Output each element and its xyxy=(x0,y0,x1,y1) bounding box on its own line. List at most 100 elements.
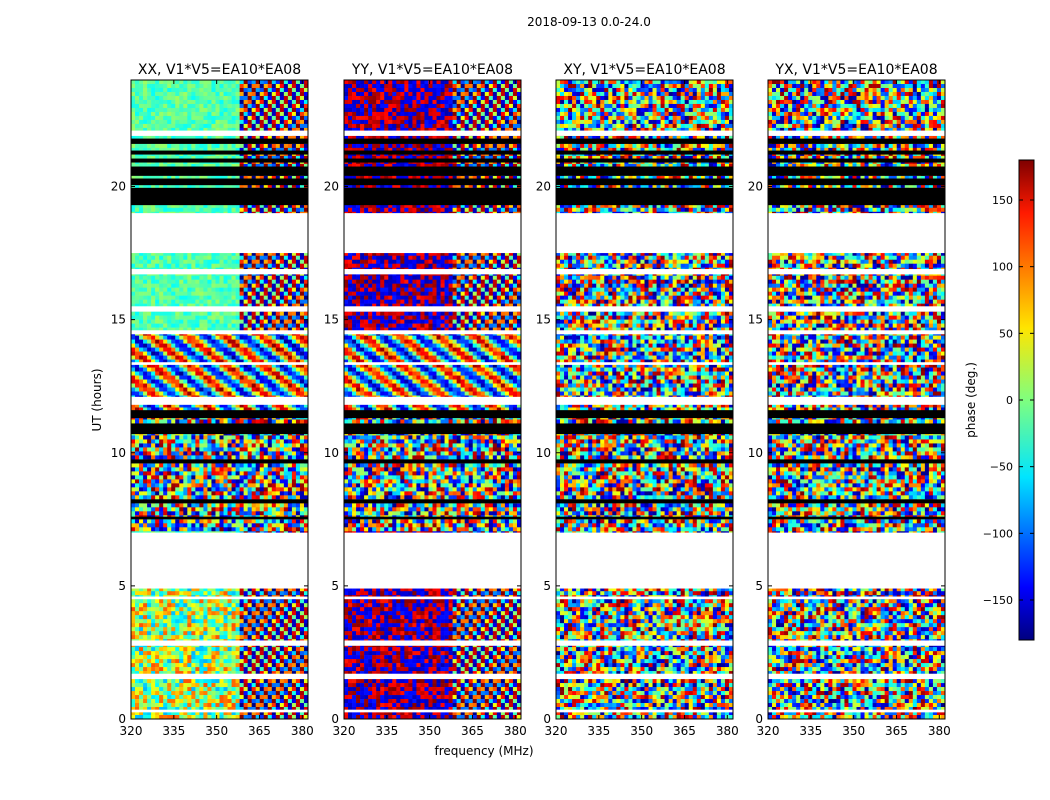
heatmap-cell xyxy=(255,207,261,213)
heatmap-cell xyxy=(171,119,176,125)
heatmap-cell xyxy=(195,95,200,101)
heatmap-cell xyxy=(191,527,196,532)
heatmap-cell xyxy=(223,319,228,324)
heatmap-cell xyxy=(283,407,289,412)
heatmap-cell xyxy=(215,251,220,257)
heatmap-cell xyxy=(175,83,180,89)
heatmap-cell xyxy=(215,123,220,129)
heatmap-cell xyxy=(135,107,140,113)
heatmap-cell xyxy=(159,351,164,356)
heatmap-cell xyxy=(207,283,212,288)
heatmap-cell xyxy=(171,439,176,444)
heatmap-cell xyxy=(179,391,184,396)
heatmap-cell xyxy=(287,115,293,121)
heatmap-cell xyxy=(283,203,289,209)
heatmap-cell xyxy=(183,95,188,101)
heatmap-cell xyxy=(171,475,176,480)
heatmap-cell xyxy=(287,451,293,456)
heatmap-cell xyxy=(279,287,285,292)
heatmap-cell xyxy=(151,511,156,516)
heatmap-cell xyxy=(131,519,136,524)
heatmap-cell xyxy=(243,263,248,268)
heatmap-cell xyxy=(287,311,293,316)
heatmap-cell xyxy=(227,443,232,448)
heatmap-cell xyxy=(203,147,208,153)
heatmap-cell xyxy=(199,407,204,412)
heatmap-cell xyxy=(199,391,204,396)
heatmap-cell xyxy=(155,455,160,460)
heatmap-cell xyxy=(191,163,196,169)
heatmap-cell xyxy=(163,451,168,456)
heatmap-cell xyxy=(263,363,269,368)
heatmap-cell xyxy=(263,387,269,392)
heatmap-cell xyxy=(135,95,140,101)
heatmap-cell xyxy=(263,147,269,153)
heatmap-cell xyxy=(271,483,277,488)
heatmap-cell xyxy=(179,203,184,209)
heatmap-cell xyxy=(251,467,256,472)
heatmap-cell xyxy=(279,363,285,368)
heatmap-cell xyxy=(135,175,140,181)
heatmap-cell xyxy=(239,203,244,209)
heatmap-cell xyxy=(303,483,309,488)
heatmap-cell xyxy=(203,379,208,384)
heatmap-cell xyxy=(243,119,248,125)
heatmap-cell xyxy=(183,207,188,213)
heatmap-cell xyxy=(263,303,269,308)
heatmap-cell xyxy=(303,487,309,492)
heatmap-cell xyxy=(183,359,188,364)
heatmap-cell xyxy=(147,135,152,141)
heatmap-cell xyxy=(219,143,224,149)
heatmap-cell xyxy=(239,303,244,308)
heatmap-cell xyxy=(151,319,156,324)
heatmap-cell xyxy=(247,119,252,125)
heatmap-cell xyxy=(163,255,168,261)
heatmap-cell xyxy=(159,283,164,288)
heatmap-cell xyxy=(227,287,232,292)
heatmap-cell xyxy=(163,355,168,360)
heatmap-cell xyxy=(187,259,192,265)
heatmap-cell xyxy=(159,319,164,324)
heatmap-cell xyxy=(219,519,224,524)
heatmap-cell xyxy=(303,127,309,133)
heatmap-cell xyxy=(183,259,188,265)
heatmap-cell xyxy=(191,279,196,284)
heatmap-cell xyxy=(187,127,192,133)
heatmap-cell xyxy=(183,527,188,532)
heatmap-cell xyxy=(183,111,188,117)
heatmap-cell xyxy=(279,203,285,209)
heatmap-cell xyxy=(155,203,160,209)
heatmap-cell xyxy=(191,359,196,364)
heatmap-cell xyxy=(271,279,277,284)
heatmap-cell xyxy=(163,295,168,300)
heatmap-cell xyxy=(167,387,172,392)
heatmap-cell xyxy=(195,283,200,288)
heatmap-cell xyxy=(227,295,232,300)
heatmap-cell xyxy=(219,367,224,372)
heatmap-cell xyxy=(235,451,240,456)
heatmap-cell xyxy=(299,487,305,492)
heatmap-cell xyxy=(195,435,200,440)
heatmap-cell xyxy=(135,475,140,480)
heatmap-cell xyxy=(299,471,305,476)
heatmap-cell xyxy=(287,95,293,101)
heatmap-cell xyxy=(179,367,184,372)
heatmap-cell xyxy=(255,503,261,508)
heatmap-cell xyxy=(183,487,188,492)
heatmap-cell xyxy=(151,299,156,304)
heatmap-cell xyxy=(295,519,301,524)
heatmap-cell xyxy=(159,451,164,456)
heatmap-cell xyxy=(231,447,236,452)
heatmap-cell xyxy=(303,367,309,372)
heatmap-cell xyxy=(143,163,148,169)
heatmap-cell xyxy=(259,323,265,328)
heatmap-cell xyxy=(151,275,156,280)
heatmap-cell xyxy=(143,119,148,125)
heatmap-cell xyxy=(223,255,228,261)
heatmap-cell xyxy=(259,163,265,169)
heatmap-cell xyxy=(235,375,240,380)
heatmap-cell xyxy=(279,95,285,101)
heatmap-cell xyxy=(291,455,297,460)
heatmap-cell xyxy=(235,303,240,308)
heatmap-cell xyxy=(211,419,216,424)
